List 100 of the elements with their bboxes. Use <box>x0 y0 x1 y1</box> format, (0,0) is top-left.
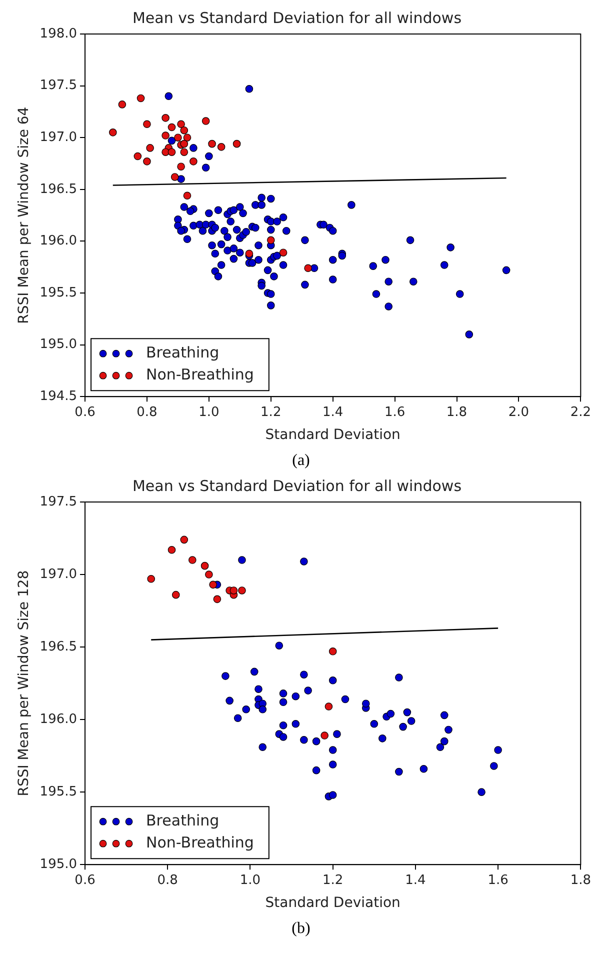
point <box>399 722 407 731</box>
point <box>292 720 300 728</box>
point <box>202 117 210 125</box>
legend-label: Non-Breathing <box>146 365 254 384</box>
x-tick-label: 1.2 <box>322 872 344 888</box>
point <box>146 144 154 152</box>
chart-title: Mean vs Standard Deviation for all windows <box>132 8 462 27</box>
point <box>279 690 288 698</box>
x-tick-label: 2.2 <box>570 404 592 420</box>
point <box>208 140 216 148</box>
x-tick-label: 1.6 <box>488 872 508 888</box>
point <box>279 248 288 256</box>
point <box>213 595 222 604</box>
point <box>168 148 176 156</box>
point <box>328 746 337 754</box>
point <box>168 123 176 132</box>
y-tick-label: 195.5 <box>40 285 78 300</box>
point <box>370 720 378 728</box>
point <box>478 788 486 796</box>
y-tick-label: 198.0 <box>40 26 78 42</box>
point <box>275 642 284 650</box>
y-tick-label: 196.5 <box>40 182 78 197</box>
point <box>266 236 275 244</box>
point <box>250 668 258 676</box>
point <box>108 128 117 136</box>
point <box>180 126 188 134</box>
point <box>420 764 428 773</box>
point <box>147 574 155 583</box>
point <box>174 134 182 142</box>
point <box>328 647 337 656</box>
point <box>238 556 246 564</box>
point <box>300 670 308 678</box>
point <box>180 148 188 156</box>
y-tick-label: 197.0 <box>40 566 78 582</box>
point <box>403 708 412 716</box>
point <box>183 192 192 200</box>
point <box>386 710 395 718</box>
point <box>328 760 337 768</box>
y-tick-label: 195.5 <box>40 784 78 800</box>
point <box>279 698 288 706</box>
y-tick-label: 194.5 <box>40 388 78 404</box>
point <box>254 685 262 693</box>
x-tick-label: 1.0 <box>240 872 261 888</box>
x-tick-label: 0.8 <box>136 404 158 420</box>
text: (a) <box>291 451 311 471</box>
x-tick-label: 0.6 <box>74 404 96 420</box>
point <box>328 791 337 799</box>
point <box>258 706 267 714</box>
point <box>134 152 142 160</box>
y-tick-label: 195.0 <box>40 856 78 872</box>
point <box>292 692 300 700</box>
legend-label: Breathing <box>146 811 220 830</box>
y-tick-label: 197.0 <box>40 130 78 145</box>
point <box>205 570 213 578</box>
legend-label: Non-Breathing <box>146 833 254 852</box>
point <box>395 674 403 682</box>
point <box>395 768 403 776</box>
point <box>136 94 145 102</box>
point <box>183 134 192 142</box>
point <box>324 702 333 710</box>
point <box>320 732 328 740</box>
x-tick-label: 1.2 <box>260 404 282 420</box>
y-tick-label: 196.0 <box>40 712 78 727</box>
x-tick-label: 1.8 <box>570 872 592 888</box>
point <box>162 114 170 122</box>
x-tick-label: 2.0 <box>508 404 530 420</box>
point <box>118 100 126 108</box>
point <box>258 743 267 752</box>
legend-label: Breathing <box>146 343 220 362</box>
point <box>180 140 188 148</box>
x-tick-label: 1.6 <box>384 404 406 420</box>
point <box>226 696 234 705</box>
point <box>190 158 198 166</box>
point <box>300 736 308 744</box>
x-tick-label: 0.6 <box>74 872 96 888</box>
x-axis-title: Standard Deviation <box>265 427 400 444</box>
point <box>177 162 185 171</box>
point <box>440 737 448 746</box>
point <box>222 672 230 680</box>
point <box>170 173 179 181</box>
point <box>362 700 370 708</box>
x-tick-label: 0.8 <box>157 872 178 888</box>
point <box>177 120 185 128</box>
x-tick-label: 1.0 <box>198 404 220 420</box>
point <box>328 676 337 684</box>
y-tick-label: 197.5 <box>40 78 78 94</box>
point <box>143 120 151 128</box>
point <box>440 711 448 720</box>
point <box>238 586 246 594</box>
point <box>436 743 444 752</box>
point <box>378 734 386 742</box>
point <box>312 737 320 746</box>
chart-title: Mean vs Standard Deviation for all windows <box>132 476 462 495</box>
point <box>494 746 502 754</box>
y-axis-title: RSSI Mean per Window Size 128 <box>16 570 32 796</box>
x-tick-label: 1.4 <box>405 872 426 888</box>
point <box>444 726 452 734</box>
point <box>490 762 498 770</box>
y-tick-label: 197.5 <box>40 494 78 510</box>
point <box>333 730 341 738</box>
